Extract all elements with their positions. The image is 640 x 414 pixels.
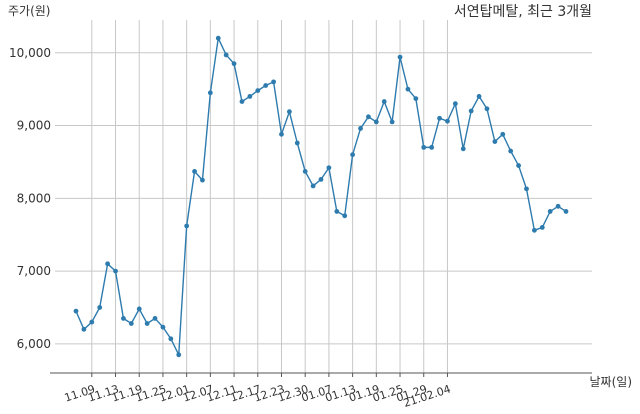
data-point [271,79,276,85]
data-point [286,109,292,115]
data-point [452,101,458,107]
data-point [128,321,134,326]
data-point [207,90,213,96]
data-point [239,99,245,104]
data-point [136,306,142,312]
data-point [168,336,174,342]
data-point [215,35,221,41]
data-point [492,139,498,144]
data-point [184,223,190,229]
data-point [358,126,363,131]
data-point [539,225,545,230]
data-point [144,321,150,326]
data-point [468,108,474,114]
data-point [350,152,356,158]
data-point [555,203,561,209]
data-point [73,308,79,314]
data-point [547,209,553,214]
grid [55,20,592,373]
data-point [531,227,537,233]
data-point [302,168,308,174]
data-point [445,118,450,124]
chart-title: 서연탑메탈, 최근 3개월 [454,4,592,20]
series-polyline [75,37,567,356]
data-point [484,106,490,112]
data-point [342,213,348,219]
y-axis: 6,000 7,000 8,000 9,000 10,000 [9,46,51,351]
series-points [73,35,569,358]
data-point [231,61,237,67]
data-point [200,177,205,183]
data-point [500,131,506,137]
data-point [121,316,126,321]
data-point [334,209,340,214]
series-line [75,37,567,356]
data-point [460,146,466,152]
data-point [508,148,514,154]
data-point [516,163,521,168]
data-point [176,352,182,358]
data-point [310,183,316,189]
data-point [413,96,419,102]
data-point [326,165,332,171]
data-point [381,99,387,104]
data-point [247,94,253,99]
data-point [89,319,95,325]
y-tick-label: 7,000 [17,264,51,278]
y-axis-label: 주가(원) [8,4,50,18]
y-tick-label: 10,000 [9,46,51,60]
data-point [405,86,411,92]
data-point [160,324,166,330]
data-point [294,140,300,146]
data-point [263,83,269,88]
data-point [97,305,103,310]
data-point [397,54,403,60]
data-point [192,168,197,174]
data-point [152,316,158,321]
data-point [113,268,118,274]
data-point [389,119,395,125]
data-point [105,261,111,267]
data-point [429,144,435,150]
data-point [437,115,442,121]
data-point [524,186,529,192]
data-point [279,131,284,137]
y-tick-label: 8,000 [17,191,51,205]
data-point [81,326,87,332]
data-point [318,177,324,182]
data-point [373,119,379,125]
data-point [421,144,427,150]
data-point [366,114,371,120]
data-point [563,209,569,214]
x-axis-label: 날짜(일) [590,375,632,389]
y-tick-label: 6,000 [17,337,51,351]
y-tick-label: 9,000 [17,119,51,133]
data-point [476,94,482,99]
x-axis: 11.0911.1311.1911.2512.0112.0712.1112.17… [50,372,592,410]
data-point [223,52,229,58]
data-point [255,88,261,93]
